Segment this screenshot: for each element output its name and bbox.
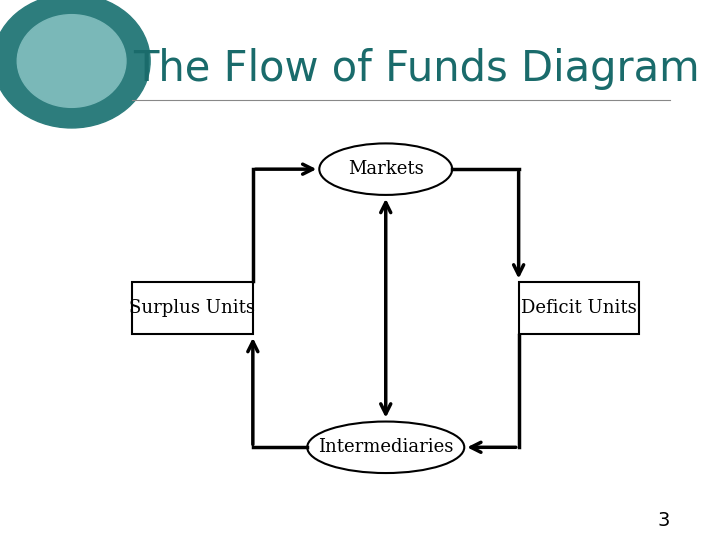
Text: Surplus Units: Surplus Units xyxy=(130,299,256,317)
Circle shape xyxy=(17,15,126,107)
Text: 3: 3 xyxy=(657,511,670,530)
Text: Intermediaries: Intermediaries xyxy=(318,438,454,456)
Text: Deficit Units: Deficit Units xyxy=(521,299,637,317)
Text: Markets: Markets xyxy=(348,160,423,178)
Circle shape xyxy=(0,0,150,128)
Text: The Flow of Funds Diagram: The Flow of Funds Diagram xyxy=(132,48,699,90)
